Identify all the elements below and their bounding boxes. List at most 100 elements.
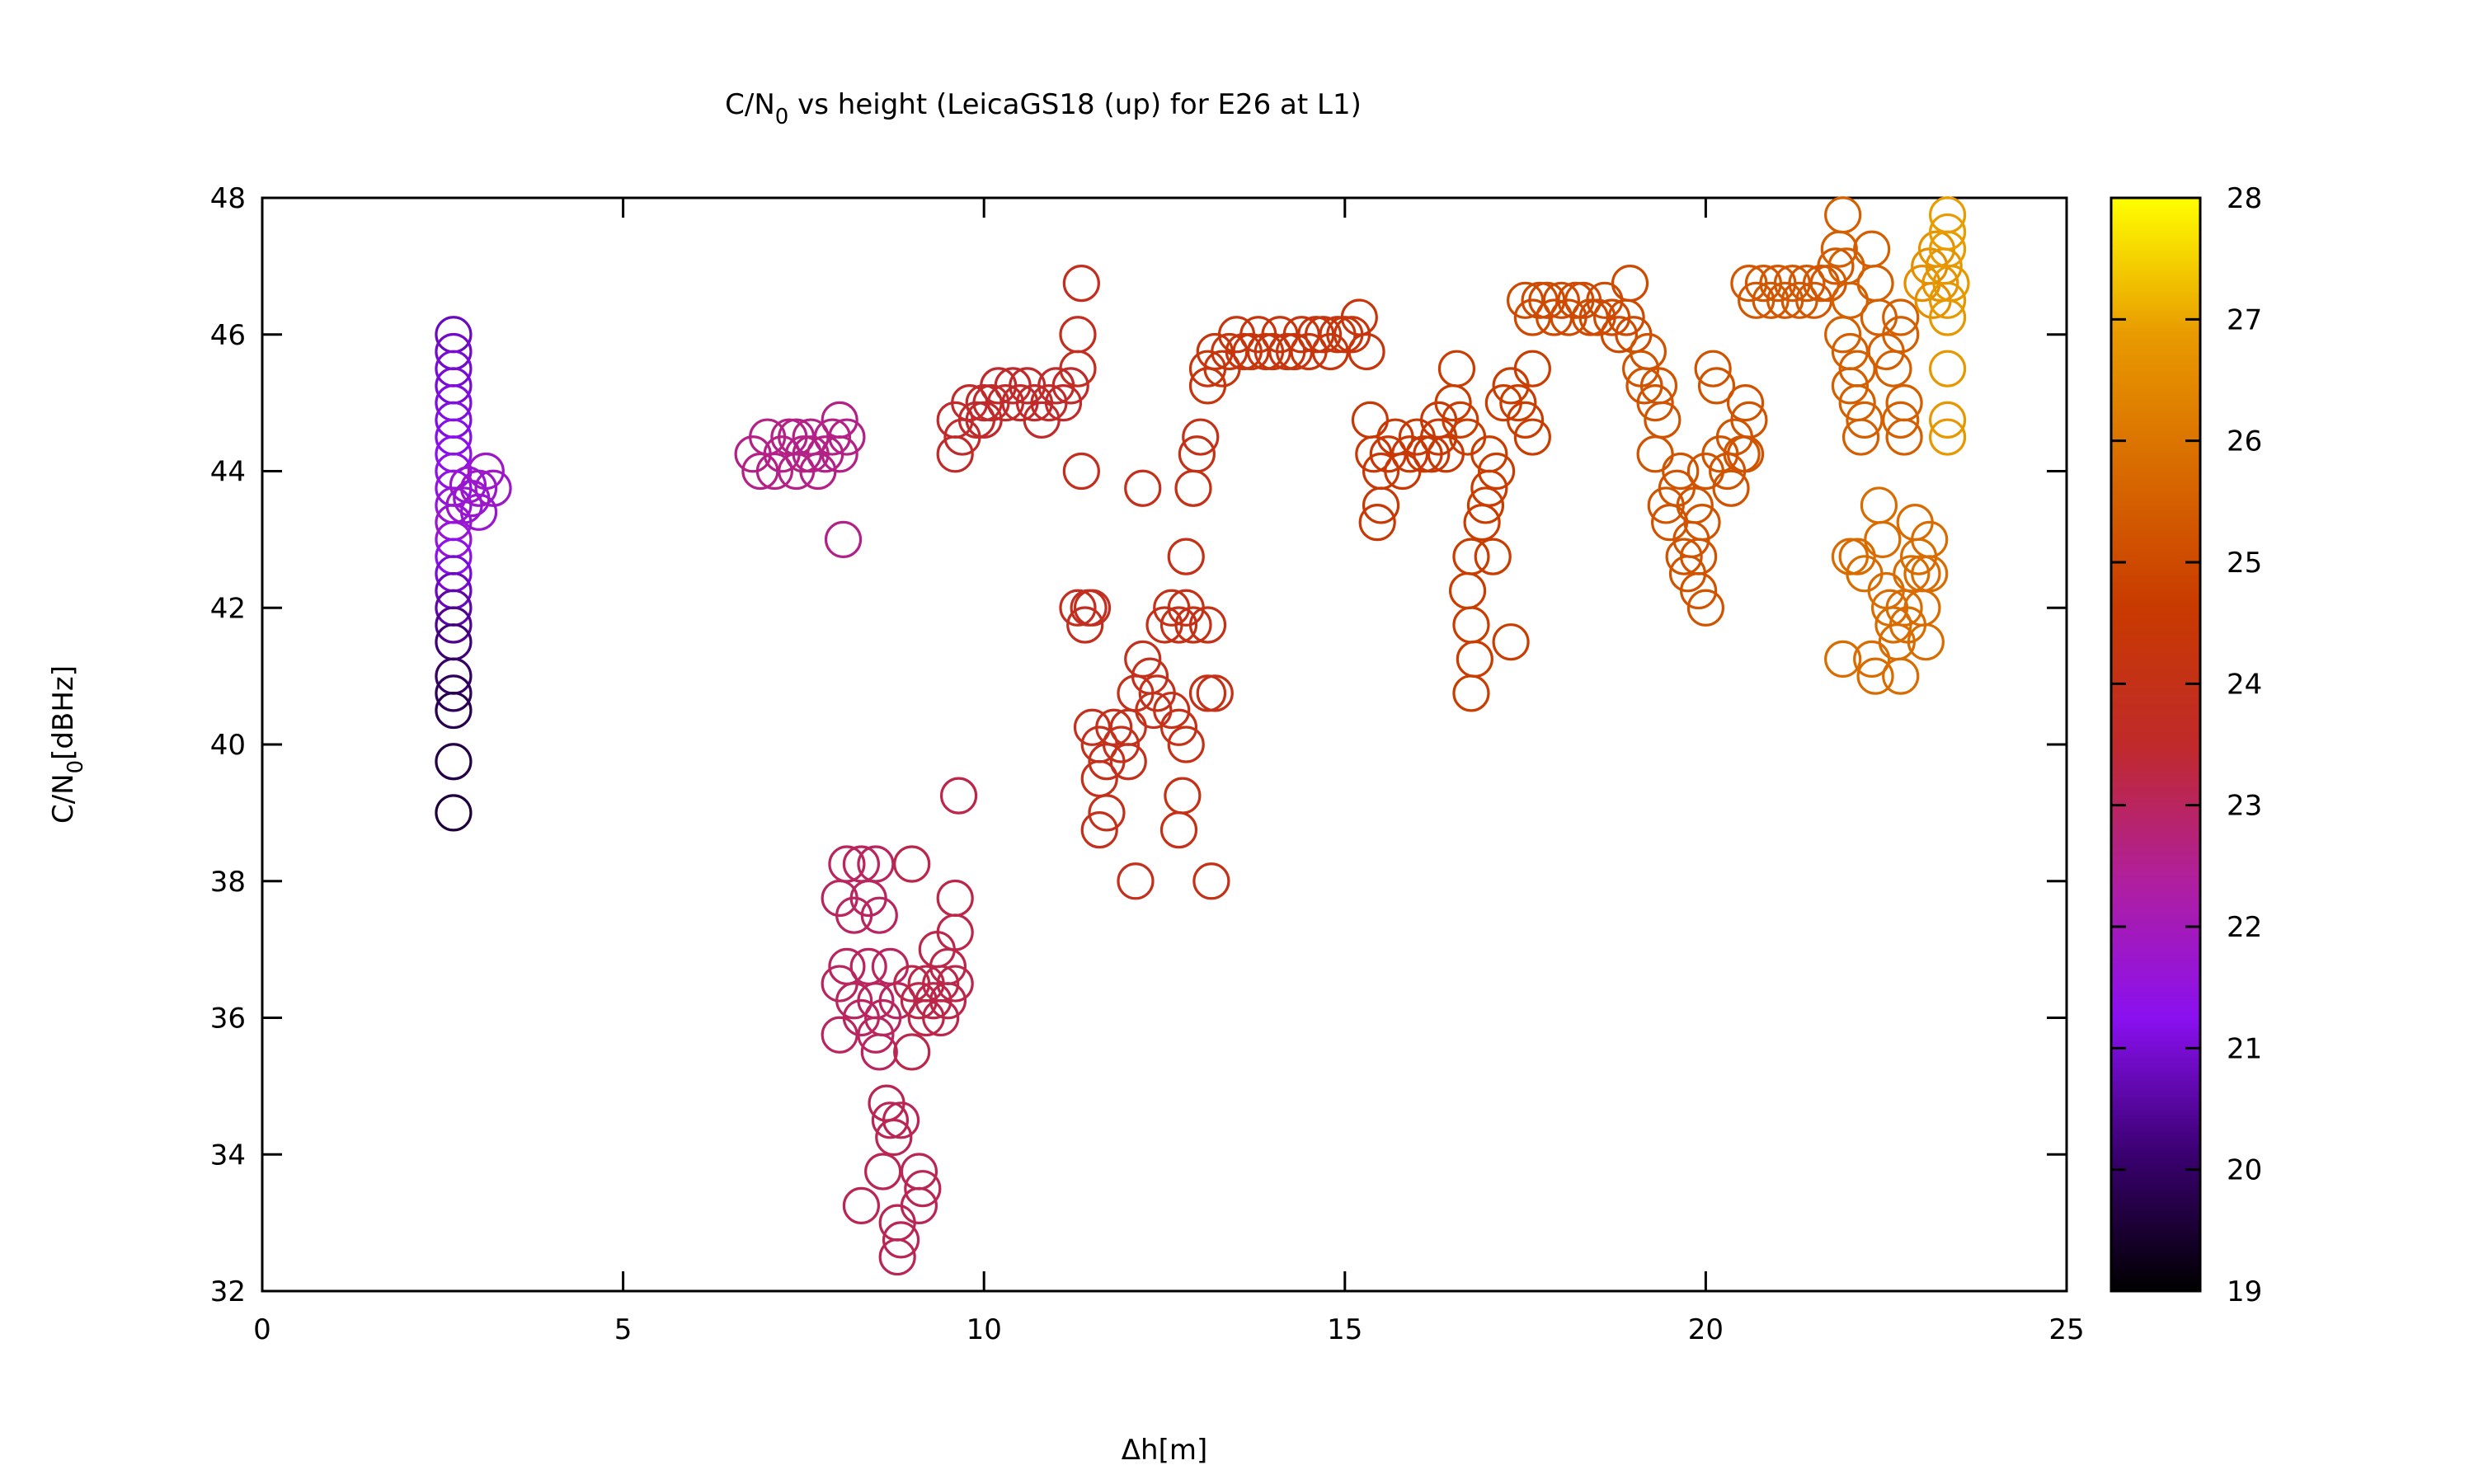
data-point	[1694, 350, 1732, 387]
data-point	[1928, 213, 1967, 251]
data-point	[1856, 264, 1894, 303]
data-point	[871, 1101, 910, 1139]
data-point	[1164, 777, 1202, 815]
data-point	[1062, 452, 1100, 491]
data-point	[1178, 435, 1216, 473]
data-point	[1452, 606, 1490, 644]
data-point	[1442, 401, 1479, 439]
data-point	[1697, 367, 1736, 405]
data-point	[1882, 401, 1920, 439]
data-point	[1636, 384, 1674, 422]
data-point	[1167, 538, 1205, 575]
data-point	[1542, 281, 1580, 319]
data-point	[1153, 691, 1191, 730]
colorbar-tick-label: 20	[2227, 1154, 2262, 1187]
data-point	[882, 1101, 920, 1139]
data-point	[1062, 264, 1100, 303]
data-point	[893, 845, 931, 883]
data-point	[1117, 862, 1155, 900]
data-point	[1211, 332, 1249, 371]
data-point	[1196, 674, 1234, 712]
data-point	[1882, 657, 1920, 695]
data-point	[1167, 726, 1205, 763]
y-tick-label: 48	[210, 182, 246, 215]
data-point	[435, 691, 473, 730]
data-point	[965, 401, 1003, 439]
y-tick-label: 42	[210, 592, 246, 625]
data-point	[1611, 264, 1649, 303]
y-tick-label: 46	[210, 319, 246, 352]
y-tick-label: 34	[210, 1139, 246, 1172]
data-point	[1506, 401, 1545, 439]
data-point	[1824, 640, 1862, 679]
data-point	[1841, 418, 1880, 456]
data-point	[1159, 810, 1198, 849]
data-point	[893, 1033, 931, 1071]
x-tick-label: 15	[1327, 1313, 1362, 1346]
data-point	[1437, 350, 1476, 387]
data-point	[939, 777, 978, 815]
data-point	[1044, 384, 1083, 422]
data-point	[907, 965, 945, 1003]
data-point	[1680, 571, 1718, 610]
data-point	[1059, 350, 1097, 387]
data-point	[1788, 264, 1826, 303]
colorbar-tick-label: 26	[2227, 425, 2262, 458]
data-point	[1817, 247, 1855, 285]
y-tick-label: 32	[210, 1275, 246, 1308]
data-point	[1824, 316, 1862, 354]
data-point	[1824, 196, 1862, 234]
data-point	[1182, 418, 1220, 456]
data-point	[936, 913, 974, 951]
scatter-points	[435, 196, 1970, 1276]
data-point	[1686, 589, 1724, 627]
data-point	[1928, 281, 1967, 319]
data-point	[1499, 384, 1537, 422]
data-point	[1390, 435, 1429, 473]
data-point	[1726, 435, 1765, 473]
data-point	[1856, 657, 1894, 695]
plot-frame	[261, 196, 2068, 1293]
y-tick-label: 38	[210, 866, 246, 899]
data-point	[1452, 538, 1490, 575]
data-point	[792, 435, 830, 473]
x-tick-label: 10	[967, 1313, 1002, 1346]
data-point	[1135, 691, 1173, 730]
data-point	[1073, 708, 1112, 746]
data-point	[1188, 606, 1227, 644]
chart-title-main: C/N	[725, 88, 775, 121]
data-point	[1456, 640, 1493, 679]
data-point	[875, 1118, 913, 1157]
data-point	[1174, 469, 1212, 507]
data-point	[1676, 486, 1714, 524]
data-point	[1492, 623, 1530, 661]
data-point	[1232, 332, 1270, 371]
colorbar-tick-label: 25	[2227, 547, 2262, 580]
y-axis-label-main: C/N	[47, 773, 80, 824]
data-point	[1188, 367, 1227, 405]
colorbar	[2109, 196, 2202, 1293]
data-point	[871, 947, 910, 985]
data-point	[1362, 486, 1400, 524]
data-point	[842, 1186, 881, 1225]
colorbar-tick-label: 22	[2227, 911, 2262, 944]
data-point	[900, 1186, 938, 1225]
data-point	[849, 947, 887, 985]
data-point	[1304, 316, 1343, 354]
data-point	[1864, 520, 1902, 558]
y-axis: 32 34 36 38 40 42 44 46 48	[210, 182, 2067, 1308]
x-tick-label: 25	[2048, 1313, 2084, 1346]
data-point	[1159, 708, 1198, 746]
data-point	[842, 845, 881, 883]
data-point	[435, 743, 473, 781]
data-point	[435, 606, 473, 644]
data-point	[1860, 298, 1898, 336]
data-point	[857, 1016, 895, 1054]
data-point	[936, 965, 974, 1003]
data-point	[1820, 230, 1858, 268]
y-axis-label-subscript: 0	[63, 760, 88, 774]
data-point	[1882, 298, 1920, 336]
colorbar-tick-label: 21	[2227, 1032, 2262, 1065]
data-point	[1073, 589, 1112, 627]
